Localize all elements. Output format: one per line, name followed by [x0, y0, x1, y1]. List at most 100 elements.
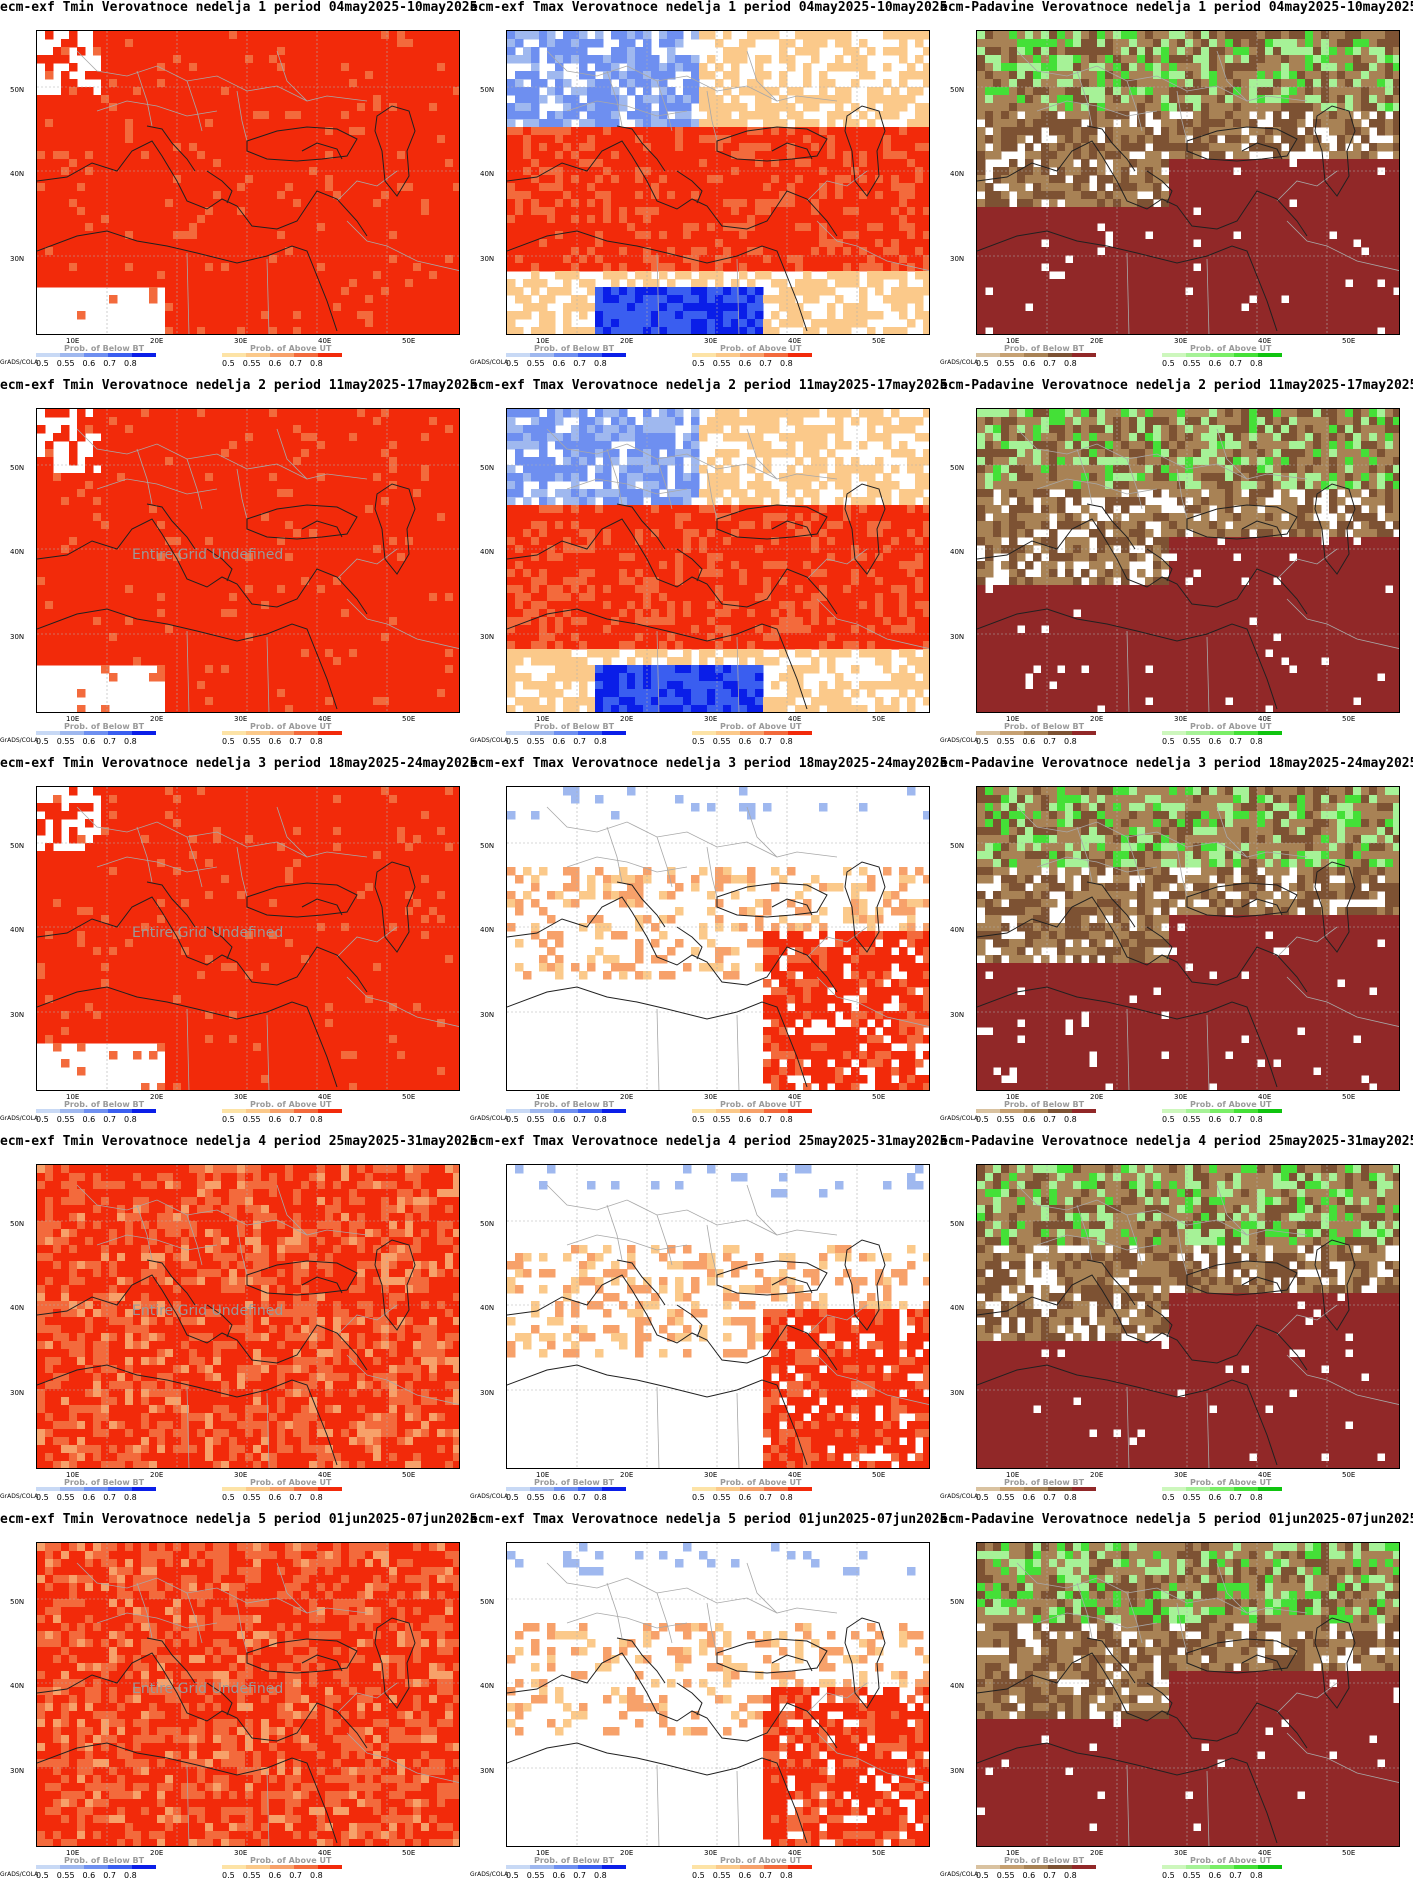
- grid-cell: [229, 231, 238, 240]
- grid-cell: [755, 239, 764, 248]
- grid-cell: [635, 183, 644, 192]
- legend-tick: 0.8: [310, 359, 323, 368]
- grid-cell: [899, 255, 908, 264]
- grid-cell: [659, 63, 668, 72]
- grid-cell: [779, 143, 788, 152]
- grid-cell: [245, 87, 254, 96]
- grid-cell: [365, 159, 374, 168]
- grid-cell: [1233, 63, 1242, 72]
- grid-cell: [117, 63, 126, 72]
- grid-cell: [1393, 199, 1399, 208]
- grid-cell: [755, 31, 764, 40]
- grid-cell: [923, 207, 929, 216]
- grid-cell: [899, 39, 908, 48]
- grid-cell: [261, 39, 270, 48]
- grid-cell: [651, 95, 660, 104]
- grid-cell: [1305, 175, 1314, 184]
- grid-cell: [993, 71, 1002, 80]
- grid-cell: [587, 55, 596, 64]
- grid-cell: [325, 119, 334, 128]
- grid-cell: [1305, 127, 1314, 136]
- grid-cell: [429, 303, 438, 312]
- grid-cell: [309, 55, 318, 64]
- grid-cell: [635, 127, 644, 136]
- grid-cell: [197, 127, 206, 136]
- grid-cell: [101, 143, 110, 152]
- grid-cell: [1305, 79, 1314, 88]
- grid-cell: [1097, 79, 1106, 88]
- grid-cell: [1057, 175, 1066, 184]
- grid-cell: [1209, 143, 1218, 152]
- grid-cell: [635, 295, 644, 304]
- grid-cell: [827, 255, 836, 264]
- grid-cell: [77, 271, 86, 280]
- grid-cell: [691, 247, 700, 256]
- grid-cell: [141, 47, 150, 56]
- grid-cell: [357, 47, 366, 56]
- grid-cell: [771, 255, 780, 264]
- grid-cell: [413, 215, 422, 224]
- grid-cell: [659, 247, 668, 256]
- grid-cell: [53, 207, 62, 216]
- grid-cell: [357, 327, 366, 334]
- grid-cell: [357, 175, 366, 184]
- grid-cell: [301, 47, 310, 56]
- grid-cell: [189, 103, 198, 112]
- grid-cell: [811, 119, 820, 128]
- grid-cell: [1001, 71, 1010, 80]
- grid-cell: [1057, 151, 1066, 160]
- legend-swatch: [60, 353, 84, 357]
- grid-cell: [445, 207, 454, 216]
- grid-cell: [1177, 223, 1186, 232]
- grid-cell: [659, 127, 668, 136]
- grid-cell: [1377, 39, 1386, 48]
- grid-cell: [1169, 79, 1178, 88]
- grid-cell: [437, 159, 446, 168]
- grid-cell: [1009, 95, 1018, 104]
- grid-cell: [755, 95, 764, 104]
- grid-cell: [1241, 39, 1250, 48]
- grid-cell: [429, 183, 438, 192]
- grid-cell: [651, 215, 660, 224]
- grid-cell: [539, 303, 548, 312]
- grid-cell: [923, 327, 929, 334]
- grid-cell: [1361, 63, 1370, 72]
- grid-cell: [1329, 79, 1338, 88]
- grid-cell: [1281, 159, 1290, 168]
- grid-cell: [1025, 55, 1034, 64]
- grid-cell: [429, 127, 438, 136]
- grid-cell: [149, 111, 158, 120]
- grid-cell: [309, 319, 318, 328]
- grid-cell: [221, 79, 230, 88]
- grid-cell: [349, 215, 358, 224]
- grid-cell: [125, 95, 134, 104]
- grid-cell: [571, 183, 580, 192]
- grid-cell: [977, 55, 986, 64]
- grid-cell: [675, 215, 684, 224]
- grid-cell: [1161, 79, 1170, 88]
- grid-cell: [1073, 63, 1082, 72]
- grid-cell: [365, 87, 374, 96]
- grid-cell: [811, 255, 820, 264]
- grid-cell: [373, 287, 382, 296]
- grid-cell: [1369, 103, 1378, 112]
- grid-cell: [1177, 47, 1186, 56]
- grid-cell: [181, 47, 190, 56]
- grid-cell: [269, 71, 278, 80]
- grid-cell: [803, 311, 812, 320]
- grid-cell: [923, 79, 929, 88]
- grid-cell: [1153, 159, 1162, 168]
- grid-cell: [1057, 159, 1066, 168]
- grid-cell: [1209, 87, 1218, 96]
- grid-cell: [803, 327, 812, 334]
- grid-cell: [1065, 47, 1074, 56]
- grid-cell: [691, 159, 700, 168]
- grid-cell: [875, 311, 884, 320]
- grid-cell: [1097, 191, 1106, 200]
- grid-cell: [779, 247, 788, 256]
- grid-cell: [603, 319, 612, 328]
- grid-cell: [923, 279, 929, 288]
- grid-cell: [213, 31, 222, 40]
- grid-cell: [675, 55, 684, 64]
- grid-cell: [53, 199, 62, 208]
